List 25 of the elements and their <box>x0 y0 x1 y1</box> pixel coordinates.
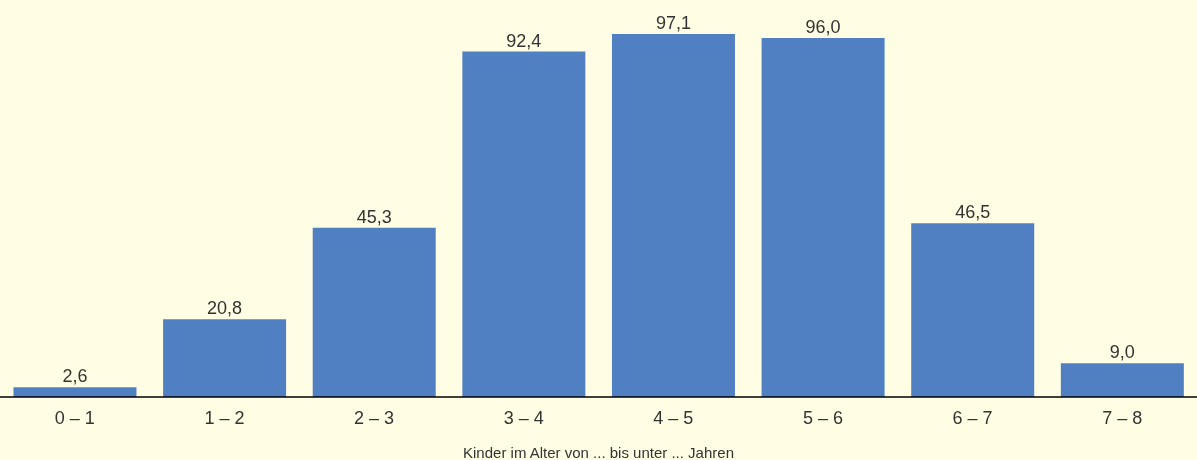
data-label: 46,5 <box>955 202 991 223</box>
data-label: 9,0 <box>1109 342 1135 363</box>
data-label: 20,8 <box>207 298 243 319</box>
data-label: 92,4 <box>506 30 542 51</box>
bar <box>462 51 586 397</box>
data-label: 2,6 <box>62 366 88 387</box>
bar <box>911 223 1035 397</box>
bar <box>611 34 735 397</box>
x-tick-label: 2 – 3 <box>354 407 395 428</box>
x-tick-label: 3 – 4 <box>503 407 544 428</box>
x-tick-label: 7 – 8 <box>1102 407 1143 428</box>
x-tick-label: 5 – 6 <box>802 407 843 428</box>
data-label: 97,1 <box>655 13 691 33</box>
data-label: 96,0 <box>805 17 841 38</box>
x-tick-label: 4 – 5 <box>653 407 694 428</box>
bar <box>13 387 137 397</box>
data-label: 45,3 <box>356 206 392 227</box>
x-tick-label: 6 – 7 <box>952 407 993 428</box>
bar <box>163 319 287 397</box>
bar <box>312 227 436 397</box>
x-axis-title: Kinder im Alter von ... bis unter ... Jahren <box>463 444 734 460</box>
x-tick-label: 1 – 2 <box>204 407 245 428</box>
bar <box>1060 363 1184 397</box>
bar <box>761 38 885 397</box>
x-tick-label: 0 – 1 <box>54 407 95 428</box>
